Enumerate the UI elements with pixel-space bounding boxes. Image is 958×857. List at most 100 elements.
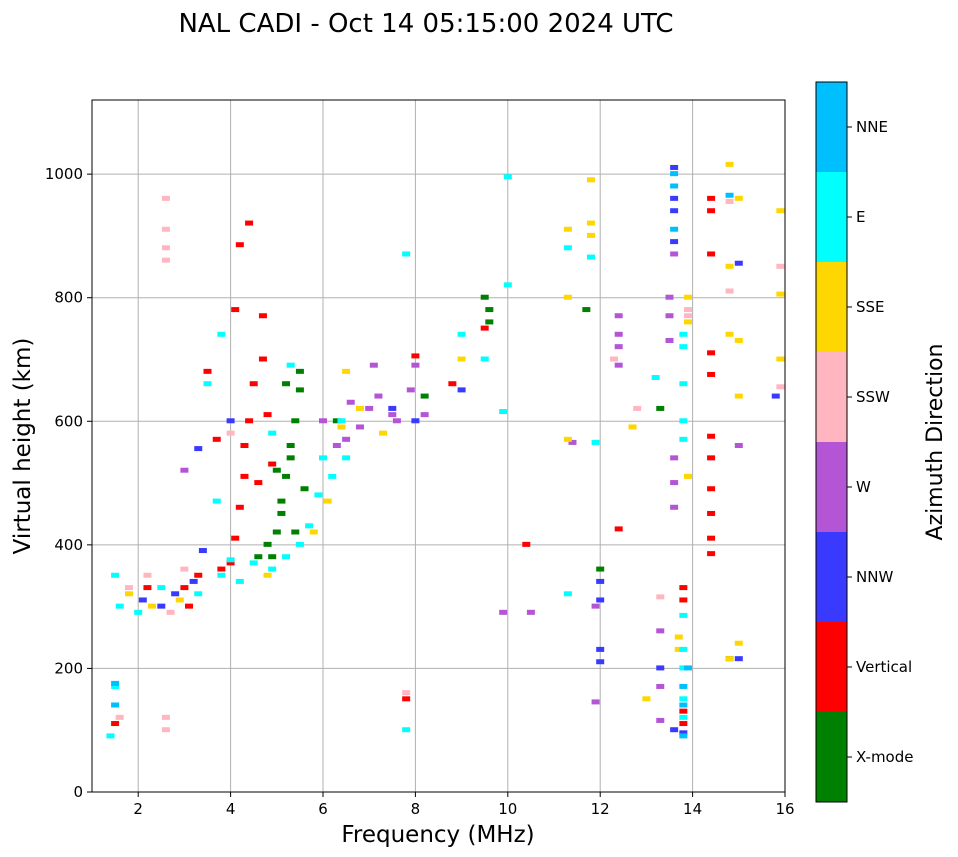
data-point: [240, 443, 249, 448]
data-point: [175, 597, 184, 603]
data-point: [679, 381, 688, 387]
data-point: [656, 717, 665, 723]
data-point: [231, 307, 240, 313]
plot-frame: [91, 99, 786, 793]
data-point: [586, 220, 595, 226]
data-point: [656, 683, 665, 689]
data-point: [679, 714, 688, 720]
data-point: [457, 356, 466, 362]
data-point: [111, 683, 120, 689]
data-point: [355, 424, 364, 430]
data-point: [656, 594, 665, 600]
data-point: [480, 294, 489, 300]
data-point: [111, 572, 120, 578]
series-x-mode: [254, 294, 734, 662]
data-point: [157, 603, 166, 609]
data-point: [707, 551, 716, 557]
data-point: [776, 356, 785, 362]
data-point: [217, 572, 226, 578]
data-point: [776, 384, 785, 390]
data-point: [734, 393, 743, 399]
data-point: [402, 251, 411, 257]
data-point: [674, 634, 683, 640]
data-point: [679, 708, 688, 714]
data-point: [522, 541, 531, 547]
data-point: [591, 439, 600, 445]
data-point: [670, 504, 679, 510]
colorbar-segment: [816, 622, 847, 712]
colorbar-segment: [816, 262, 847, 352]
data-point: [379, 430, 388, 436]
data-point: [106, 733, 115, 739]
data-point: [771, 393, 780, 399]
colorbar-tick-label: X-mode: [856, 748, 913, 766]
data-point: [485, 307, 494, 313]
data-point: [180, 585, 189, 591]
data-point: [402, 690, 411, 696]
data-point: [670, 195, 679, 201]
data-point: [420, 412, 429, 418]
x-tick-label: 14: [683, 800, 702, 818]
data-point: [337, 424, 346, 430]
data-point: [707, 455, 716, 461]
data-point: [245, 220, 254, 226]
colorbar: X-mode Vertical NNW W SSW SSE E NNE: [815, 81, 913, 803]
colorbar-tick-label: W: [856, 478, 871, 496]
colorbar-frame: [815, 81, 848, 803]
data-point: [314, 492, 323, 498]
data-point: [148, 603, 157, 609]
data-point: [286, 455, 295, 461]
data-point: [198, 548, 207, 554]
data-point: [679, 597, 688, 603]
data-point: [725, 161, 734, 167]
data-point: [235, 242, 244, 248]
data-point: [670, 164, 679, 170]
data-point: [277, 510, 286, 516]
data-point: [295, 368, 304, 374]
data-point: [683, 319, 692, 325]
data-point: [707, 208, 716, 214]
data-point: [388, 405, 397, 411]
data-point: [776, 263, 785, 269]
data-point: [194, 591, 203, 597]
data-points: [106, 161, 785, 739]
y-tick-label: 800: [54, 289, 83, 307]
data-point: [282, 473, 291, 479]
data-point: [656, 665, 665, 671]
data-point: [231, 535, 240, 541]
data-point: [217, 331, 226, 337]
data-point: [679, 665, 688, 671]
colorbar-segment: [816, 442, 847, 532]
colorbar-label: Azimuth Direction: [923, 343, 948, 540]
data-point: [586, 232, 595, 238]
data-point: [656, 628, 665, 634]
data-point: [295, 541, 304, 547]
data-point: [300, 486, 309, 492]
data-point: [161, 727, 170, 733]
data-point: [355, 405, 364, 411]
data-point: [670, 226, 679, 232]
data-point: [263, 572, 272, 578]
data-point: [563, 245, 572, 251]
data-point: [203, 381, 212, 387]
data-point: [591, 603, 600, 609]
data-point: [295, 387, 304, 393]
data-point: [291, 418, 300, 424]
data-point: [342, 368, 351, 374]
data-point: [563, 294, 572, 300]
data-point: [734, 195, 743, 201]
data-point: [610, 356, 619, 362]
data-point: [332, 443, 341, 448]
data-point: [138, 597, 147, 603]
data-point: [503, 282, 512, 288]
data-point: [670, 480, 679, 486]
data-point: [111, 721, 120, 727]
data-point: [115, 603, 124, 609]
data-point: [591, 699, 600, 705]
data-point: [457, 387, 466, 393]
data-point: [268, 554, 277, 560]
y-axis-label: Virtual height (km): [10, 338, 36, 555]
data-point: [596, 597, 605, 603]
data-point: [679, 696, 688, 702]
data-point: [679, 344, 688, 350]
